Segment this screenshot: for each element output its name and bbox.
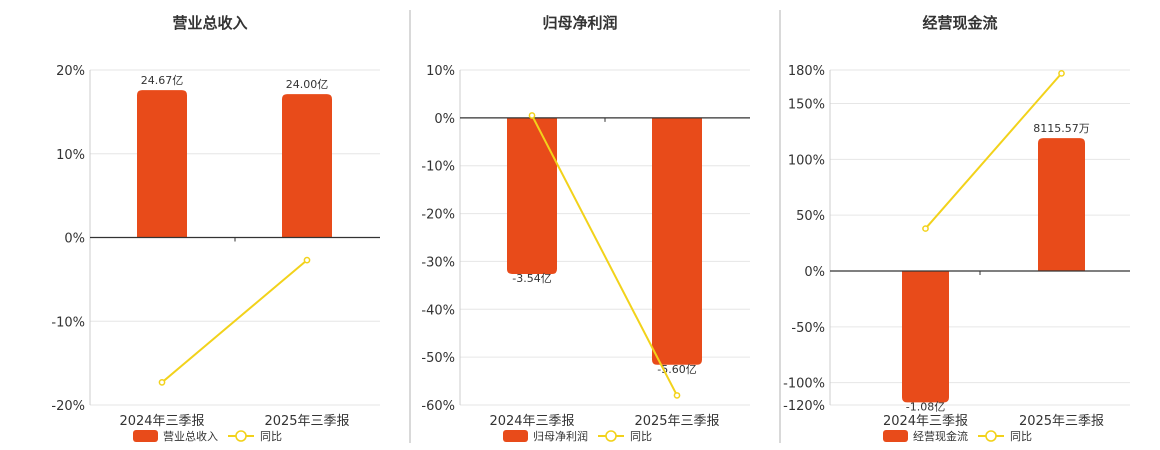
chart1-yoy-line (161, 259, 308, 384)
chart3-bar-1 (902, 271, 949, 403)
chart1-yoy-point-1 (158, 379, 166, 386)
chart1-bar-label-1: 24.67亿 (141, 74, 184, 87)
chart2-legend-line-label: 同比 (630, 430, 652, 443)
chart2-bar-1 (507, 117, 557, 274)
chart3-y-tick-label: 0% (804, 265, 825, 280)
chart2-x-category-label: 2025年三季报 (634, 414, 719, 429)
chart3-x-category-label: 2024年三季报 (883, 414, 968, 429)
chart3-legend-bar-label: 经营现金流 (913, 429, 968, 443)
chart2-y-tick-label: -30% (421, 255, 455, 270)
chart3-x-category-label: 2025年三季报 (1019, 414, 1104, 429)
chart3-y-tick-label: 50% (796, 209, 825, 224)
chart3-bar-2 (1038, 138, 1085, 271)
chart3-yoy-line (924, 72, 1063, 230)
chart1-y-tick-label: 0% (64, 232, 85, 247)
chart1-legend-bar-swatch (133, 430, 158, 442)
chart2-yoy-line (531, 115, 678, 396)
chart2-y-tick-label: -40% (421, 303, 455, 318)
chart3-legend-line-marker (985, 430, 997, 442)
chart1-y-tick-label: 20% (56, 64, 85, 79)
chart1-title: 营业总收入 (172, 14, 247, 32)
chart2-legend-bar-swatch (503, 430, 528, 442)
chart2-x-category-label: 2024年三季报 (489, 414, 574, 429)
chart1-bar-2 (282, 94, 332, 238)
chart2-yoy-point-1 (528, 112, 536, 119)
chart3-yoy-point-2 (1058, 70, 1065, 77)
chart3-legend-bar-swatch (883, 430, 908, 442)
chart3-y-tick-label: 100% (788, 153, 825, 168)
chart3-y-tick-label: -100% (783, 377, 825, 392)
chart3-title: 经营现金流 (922, 14, 997, 32)
chart3-bar-label-2: 8115.57万 (1033, 122, 1090, 135)
chart1-legend-line-label: 同比 (260, 430, 282, 443)
chart2-legend-bar-label: 归母净利润 (533, 429, 588, 443)
chart2-title: 归母净利润 (542, 14, 617, 32)
chart1-bar-label-2: 24.00亿 (286, 78, 329, 91)
chart2-y-tick-label: -50% (421, 351, 455, 366)
chart2-bar-2 (652, 117, 702, 365)
chart3-yoy-point-1 (922, 225, 929, 232)
chart1-x-category-label: 2024年三季报 (119, 414, 204, 429)
chart3-y-tick-label: 180% (788, 64, 825, 79)
chart2-y-tick-label: -10% (421, 160, 455, 175)
chart2-y-tick-label: 10% (426, 64, 455, 79)
chart1-y-tick-label: -10% (51, 315, 85, 330)
chart1-y-tick-label: -20% (51, 399, 85, 414)
chart3-legend-line-label: 同比 (1010, 430, 1032, 443)
chart3-y-tick-label: 150% (788, 98, 825, 113)
chart2-legend-line-marker (605, 430, 617, 442)
chart1-yoy-point-2 (303, 256, 311, 264)
chart1-legend-bar-label: 营业总收入 (163, 429, 218, 443)
chart2-y-tick-label: -60% (421, 399, 455, 414)
chart2-bar-label-2: -5.60亿 (657, 363, 696, 376)
chart2-y-tick-label: 0% (434, 112, 455, 127)
chart2-bar-label-1: -3.54亿 (512, 272, 551, 285)
chart1-bar-1 (137, 90, 187, 238)
chart1-y-tick-label: 10% (56, 148, 85, 163)
chart3-bar-label-1: -1.08亿 (906, 400, 945, 413)
chart1-x-category-label: 2025年三季报 (264, 414, 349, 429)
chart1-legend-line-marker (235, 430, 247, 442)
chart3-y-tick-label: -50% (791, 321, 825, 336)
chart2-yoy-point-2 (673, 392, 681, 399)
chart2-y-tick-label: -20% (421, 208, 455, 223)
chart3-y-tick-label: -120% (783, 399, 825, 414)
